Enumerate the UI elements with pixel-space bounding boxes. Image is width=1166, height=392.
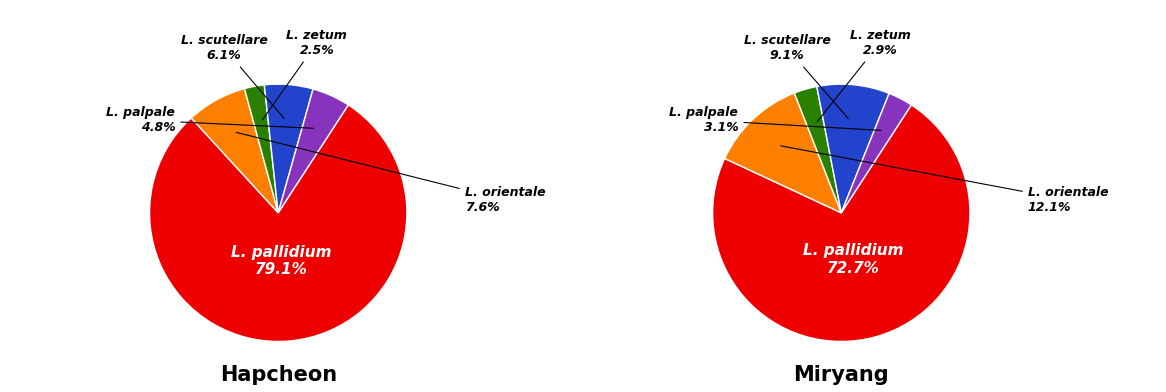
Wedge shape [245, 85, 279, 213]
Text: L. orientale
7.6%: L. orientale 7.6% [237, 132, 546, 214]
Text: L. pallidium
79.1%: L. pallidium 79.1% [231, 245, 332, 277]
Text: L. palpale
4.8%: L. palpale 4.8% [106, 106, 314, 134]
Text: Miryang: Miryang [794, 365, 890, 385]
Wedge shape [191, 89, 279, 213]
Wedge shape [817, 84, 890, 213]
Text: L. zetum
2.9%: L. zetum 2.9% [817, 29, 911, 122]
Text: L. scutellare
6.1%: L. scutellare 6.1% [181, 34, 285, 118]
Wedge shape [794, 87, 842, 213]
Wedge shape [149, 105, 407, 341]
Wedge shape [279, 89, 349, 213]
Text: L. scutellare
9.1%: L. scutellare 9.1% [744, 34, 848, 118]
Text: L. zetum
2.5%: L. zetum 2.5% [262, 29, 347, 120]
Text: Hapcheon: Hapcheon [219, 365, 337, 385]
Text: L. palpale
3.1%: L. palpale 3.1% [669, 106, 881, 134]
Wedge shape [265, 84, 314, 213]
Wedge shape [712, 105, 970, 341]
Wedge shape [842, 93, 912, 213]
Wedge shape [724, 93, 842, 213]
Text: L. pallidium
72.7%: L. pallidium 72.7% [802, 243, 902, 276]
Text: L. orientale
12.1%: L. orientale 12.1% [780, 146, 1109, 214]
